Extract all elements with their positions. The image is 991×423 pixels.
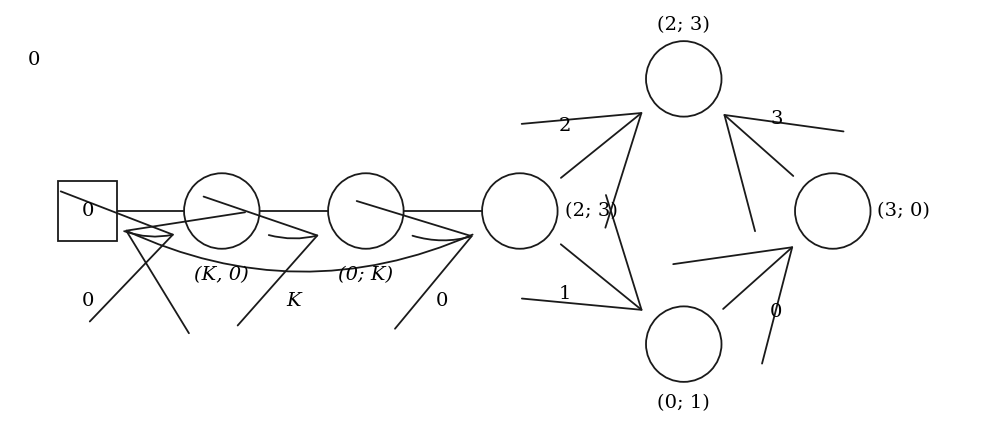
Circle shape <box>328 173 403 249</box>
Bar <box>57 181 118 241</box>
FancyArrowPatch shape <box>521 113 641 228</box>
Text: 0: 0 <box>770 303 783 321</box>
Text: (K, 0): (K, 0) <box>194 266 249 284</box>
Circle shape <box>795 173 870 249</box>
Text: 0: 0 <box>28 51 41 69</box>
FancyArrowPatch shape <box>357 201 472 329</box>
Text: (0; 1): (0; 1) <box>657 394 711 412</box>
Text: (2; 3): (2; 3) <box>657 16 711 34</box>
Text: 3: 3 <box>770 110 783 128</box>
Text: 1: 1 <box>559 286 572 303</box>
FancyArrowPatch shape <box>673 247 792 364</box>
FancyArrowPatch shape <box>522 195 641 310</box>
Circle shape <box>184 173 260 249</box>
Text: 0: 0 <box>81 292 94 310</box>
Text: 0: 0 <box>81 202 94 220</box>
Text: (3; 0): (3; 0) <box>877 202 931 220</box>
Text: 0: 0 <box>436 292 449 310</box>
FancyArrowPatch shape <box>126 212 473 333</box>
FancyArrowPatch shape <box>724 115 843 231</box>
Text: (0; K): (0; K) <box>338 266 393 284</box>
FancyArrowPatch shape <box>60 191 172 321</box>
Circle shape <box>646 41 721 117</box>
Text: (2; 3): (2; 3) <box>565 202 617 220</box>
Circle shape <box>646 306 721 382</box>
Circle shape <box>482 173 558 249</box>
Text: 2: 2 <box>559 117 572 135</box>
Text: K: K <box>286 292 300 310</box>
FancyArrowPatch shape <box>203 197 317 325</box>
